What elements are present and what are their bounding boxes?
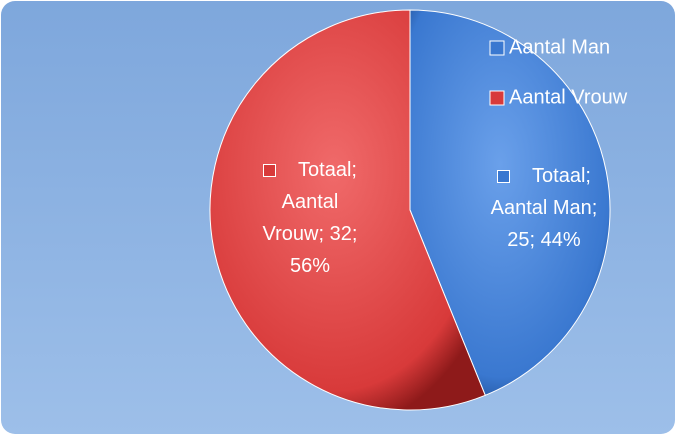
label-separator: ; <box>529 229 541 251</box>
legend-label: Aantal Vrouw <box>509 86 628 108</box>
label-separator: ; <box>591 197 598 219</box>
legend-marker <box>489 90 505 106</box>
label-separator: ; <box>351 223 358 245</box>
label-value: 32 <box>329 223 352 245</box>
label-percentage: 56% <box>289 255 331 277</box>
label-percentage: 44% <box>540 229 581 251</box>
legend-label: Aantal Man <box>509 36 610 58</box>
label-separator: ; <box>351 159 357 181</box>
label-series: Totaal <box>532 165 586 187</box>
label-marker <box>263 164 277 178</box>
data-label: Totaal; Aantal Man; 25; 44% <box>488 160 600 256</box>
label-value: 25 <box>507 229 530 251</box>
legend-marker <box>489 40 505 56</box>
label-category: Aantal Vrouw <box>262 191 339 245</box>
label-separator: ; <box>585 165 591 187</box>
label-marker <box>497 170 511 184</box>
pie-slice <box>209 9 486 411</box>
label-category: Aantal Man <box>490 197 592 219</box>
pie-slice <box>409 9 611 396</box>
label-series: Totaal <box>298 159 352 181</box>
label-separator: ; <box>318 223 330 245</box>
data-label: Totaal; Aantal Vrouw; 32; 56% <box>254 154 366 282</box>
